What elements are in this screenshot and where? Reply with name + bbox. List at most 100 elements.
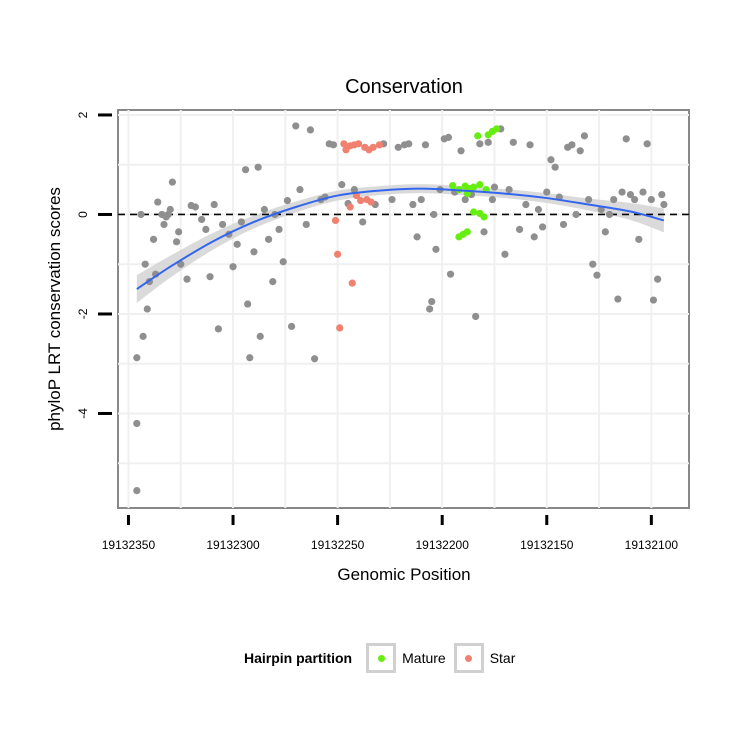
other-point	[250, 248, 258, 256]
other-point	[133, 486, 141, 495]
mature-point	[492, 125, 501, 133]
other-point	[658, 190, 666, 199]
other-point	[237, 218, 246, 226]
other-point	[446, 270, 455, 278]
other-point	[622, 135, 630, 143]
other-point	[166, 205, 174, 214]
other-point	[654, 275, 662, 283]
legend-title: Hairpin partition	[244, 650, 353, 666]
other-point	[139, 332, 147, 340]
other-point	[141, 260, 149, 268]
other-point	[551, 163, 559, 171]
other-point	[329, 141, 338, 149]
legend: Hairpin partition Mature Star	[244, 640, 523, 676]
other-point	[302, 220, 310, 229]
legend-label-star: Star	[489, 650, 516, 666]
other-point	[394, 143, 402, 151]
mature-point	[474, 132, 482, 140]
other-point	[133, 354, 141, 362]
x-axis-title: Genomic Position	[337, 565, 470, 584]
star-point	[357, 196, 365, 205]
legend-label-mature: Mature	[402, 650, 446, 666]
star-point	[348, 279, 356, 287]
other-point	[241, 166, 250, 174]
other-point	[359, 218, 367, 226]
y-tick-label: 2	[76, 111, 90, 118]
other-point	[480, 228, 488, 236]
other-point	[509, 138, 517, 146]
other-point	[264, 235, 273, 243]
other-point	[388, 195, 396, 204]
other-point	[501, 250, 509, 258]
other-point	[143, 305, 151, 313]
other-point	[610, 195, 618, 204]
other-point	[601, 228, 609, 236]
smooth-trend-line	[136, 187, 665, 290]
other-point	[246, 354, 254, 362]
star-point	[375, 141, 384, 149]
other-point	[206, 273, 214, 281]
y-axis: 2 0 -2 -4	[76, 111, 112, 419]
other-point	[409, 200, 417, 209]
mature-point	[480, 213, 488, 221]
star-point	[336, 324, 344, 332]
other-point	[461, 195, 469, 204]
other-point	[137, 210, 145, 219]
other-point	[254, 163, 262, 171]
other-point	[292, 122, 300, 130]
other-point	[214, 325, 222, 333]
mature-point	[449, 182, 457, 190]
other-point	[233, 240, 241, 248]
other-point	[643, 140, 651, 148]
other-point	[580, 132, 589, 140]
other-point	[547, 156, 555, 164]
other-point	[202, 225, 210, 233]
other-point	[614, 295, 622, 303]
other-point	[288, 322, 296, 331]
other-point	[432, 245, 440, 253]
other-point	[296, 186, 304, 194]
other-point	[260, 205, 269, 214]
other-point	[526, 141, 534, 149]
other-point	[647, 195, 655, 204]
other-point	[522, 200, 530, 209]
other-point	[421, 141, 430, 149]
other-point	[269, 278, 277, 286]
other-point	[505, 186, 513, 194]
other-point	[515, 225, 524, 233]
mature-point	[469, 183, 478, 191]
x-axis: 19132350 19132300 19132250 19132200 19132150…	[102, 515, 678, 552]
other-point	[618, 188, 626, 196]
other-point	[457, 147, 465, 155]
other-point	[405, 140, 413, 148]
mature-point	[455, 233, 463, 241]
other-point	[660, 200, 668, 209]
x-tick-label: 19132250	[311, 538, 365, 552]
other-point	[585, 195, 593, 204]
other-point	[534, 205, 543, 214]
mature-dot-icon	[377, 654, 385, 662]
chart-title: Conservation	[345, 76, 463, 98]
y-tick-label: -4	[76, 408, 90, 419]
other-point	[160, 220, 168, 229]
other-point	[488, 195, 496, 204]
other-point	[476, 140, 484, 148]
other-point	[198, 215, 206, 224]
other-point	[149, 235, 158, 243]
other-point	[484, 138, 492, 146]
other-point	[210, 200, 218, 209]
other-point	[430, 210, 438, 219]
x-tick-label: 19132200	[415, 538, 469, 552]
legend-key-star	[453, 643, 484, 673]
star-point	[354, 140, 363, 148]
other-point	[168, 178, 176, 186]
other-point	[559, 220, 568, 229]
other-point	[413, 233, 421, 241]
mature-point	[476, 181, 484, 189]
legend-key-mature	[366, 643, 397, 673]
other-point	[635, 235, 643, 243]
other-point	[543, 188, 551, 196]
other-point	[172, 238, 181, 246]
other-point	[538, 223, 547, 231]
